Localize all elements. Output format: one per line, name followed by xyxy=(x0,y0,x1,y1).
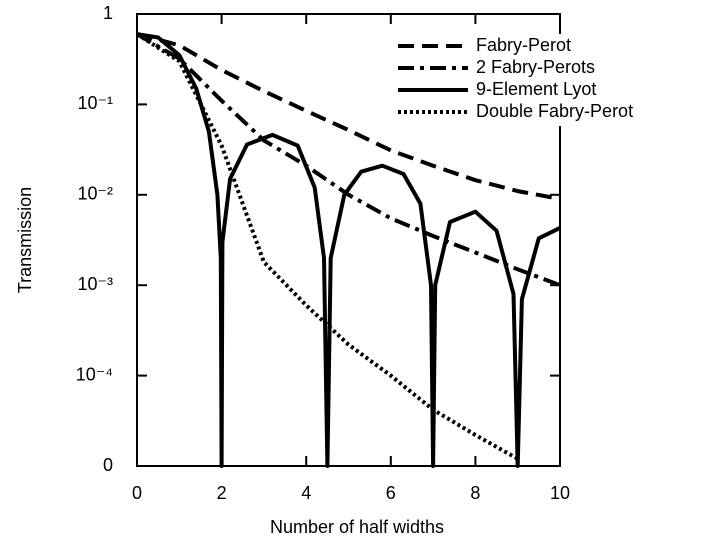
x-tick-label: 10 xyxy=(550,483,570,503)
legend-label: Double Fabry-Perot xyxy=(476,101,633,121)
y-tick-label: 0 xyxy=(103,455,113,475)
series-line xyxy=(136,32,561,468)
y-tick-label: 10⁻⁴ xyxy=(76,364,113,384)
y-tick-label: 10⁻³ xyxy=(77,274,113,294)
legend-label: 2 Fabry-Perots xyxy=(476,57,595,77)
x-tick-label: 4 xyxy=(301,483,311,503)
x-axis-label: Number of half widths xyxy=(270,517,444,537)
series-line xyxy=(135,32,561,288)
y-tick-label: 1 xyxy=(103,3,113,23)
x-tick-label: 2 xyxy=(217,483,227,503)
x-tick-label: 6 xyxy=(386,483,396,503)
legend-label: 9-Element Lyot xyxy=(476,79,596,99)
legend-label: Fabry-Perot xyxy=(476,35,571,55)
series-line xyxy=(135,32,519,461)
x-tick-label: 0 xyxy=(132,483,142,503)
y-tick-label: 10⁻¹ xyxy=(77,93,113,113)
series-line xyxy=(136,32,561,201)
x-tick-label: 8 xyxy=(470,483,480,503)
plot-frame xyxy=(136,13,561,467)
y-axis-label: Transmission xyxy=(15,187,35,293)
y-tick-label: 10⁻² xyxy=(77,184,113,204)
